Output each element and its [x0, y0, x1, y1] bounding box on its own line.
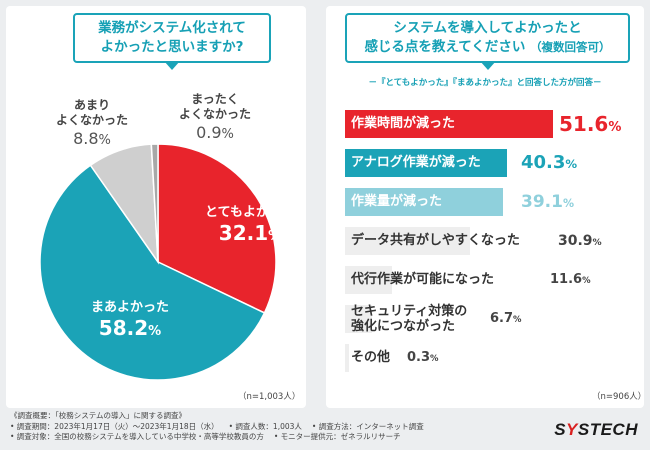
pie-chart-title: 業務がシステム化されて よかったと思いますか? [73, 13, 271, 70]
pie-label-unit: % [98, 133, 111, 148]
pie-slice-3 [150, 143, 159, 263]
pie-slice-0 [157, 143, 277, 314]
bar-category-label: 代行作業が可能になった [351, 272, 495, 287]
pie-label-value: 8.8 [73, 129, 99, 148]
pie-label-not-good-at-all: まったく よくなかった 0.9% [160, 92, 270, 146]
pie-label-text: まあよかった [90, 300, 169, 315]
bar-title-line1: システムを導入してよかったと [393, 20, 582, 36]
bar-value-label: 30.9% [558, 233, 602, 249]
bar-value-label: 39.1% [521, 192, 575, 212]
bar-title-multi-answer-note: （複数回答可） [530, 40, 611, 54]
pie-title-line1: 業務がシステム化されて [98, 20, 246, 36]
bar-value-label: 0.3% [407, 350, 439, 365]
bar-fill [345, 266, 392, 294]
bar-chart-title: システムを導入してよかったと 感じる点を教えてください （複数回答可） [345, 13, 630, 70]
bar-value-label: 6.7% [490, 311, 522, 326]
pie-label-unit: % [148, 324, 162, 339]
respondent-note: －『とてもよかった』『まあよかった』と回答した方が回答－ [368, 78, 602, 88]
bar-fill [345, 149, 508, 177]
bar-category-label: セキュリティ対策の 強化につながった [351, 304, 468, 334]
pie-label-text: あまり [73, 98, 110, 112]
bar-category-label: データ共有がしやすくなった [351, 233, 520, 248]
bar-fill [345, 227, 470, 255]
pie-label-not-very-good: あまり よくなかった 8.8% [42, 98, 142, 152]
bar-sample-size: （n=906人） [592, 392, 647, 402]
survey-period: • 調査期間：2023年1月17日（火）～2023年1月18日（水） [10, 421, 219, 431]
bar-value-label: 11.6% [550, 272, 591, 287]
survey-method: • 調査方法：インターネット調査 [311, 421, 424, 431]
pie-label-value: 32.1 [218, 221, 269, 245]
survey-target: • 調査対象：全国の校務システムを導入している中学校・高等学校教員の方 [10, 432, 264, 441]
pie-label-text: よくなかった [178, 107, 251, 121]
bar-fill [345, 188, 503, 216]
bar-value-label: 51.6% [559, 112, 622, 136]
brand-logo: SYSTECH [554, 420, 638, 439]
pie-label-value: 58.2 [98, 316, 149, 340]
bar-fill [345, 344, 349, 372]
pie-label-very-good: とてもよかった 32.1% [195, 205, 305, 249]
bar-title-line2: 感じる点を教えてください [364, 39, 526, 55]
bar-category-label: 作業時間が減った [351, 116, 456, 131]
pie-label-unit: % [268, 229, 282, 244]
pie-sample-size: （n=1,003人） [238, 392, 301, 402]
bar-category-label: アナログ作業が減った [351, 155, 481, 170]
survey-overview: 《調査概要：「校務システムの導入」に関する調査》 • 調査期間：2023年1月1… [10, 411, 434, 443]
bar-value-label: 40.3% [521, 152, 578, 173]
bar-fill [345, 305, 372, 333]
survey-provider: • モニター提供元：ゼネラルリサーチ [273, 432, 401, 441]
pie-title-line2: よかったと思いますか? [100, 39, 244, 55]
pie-label-somewhat-good: まあよかった 58.2% [60, 300, 200, 344]
pie-label-value: 0.9 [196, 123, 222, 142]
pie-label-text: とてもよかった [205, 205, 295, 220]
bar-fill [345, 110, 553, 138]
pie-label-unit: % [221, 127, 234, 142]
pie-label-text: よくなかった [55, 113, 128, 127]
pie-slice-1 [39, 164, 266, 381]
survey-heading: 《調査概要：「校務システムの導入」に関する調査》 [10, 411, 187, 420]
bar-category-label: その他 [351, 350, 391, 365]
pie-label-text: まったく [191, 92, 239, 106]
survey-count: • 調査人数：1,003人 [228, 421, 302, 431]
bar-category-label: 作業量が減った [351, 194, 443, 209]
